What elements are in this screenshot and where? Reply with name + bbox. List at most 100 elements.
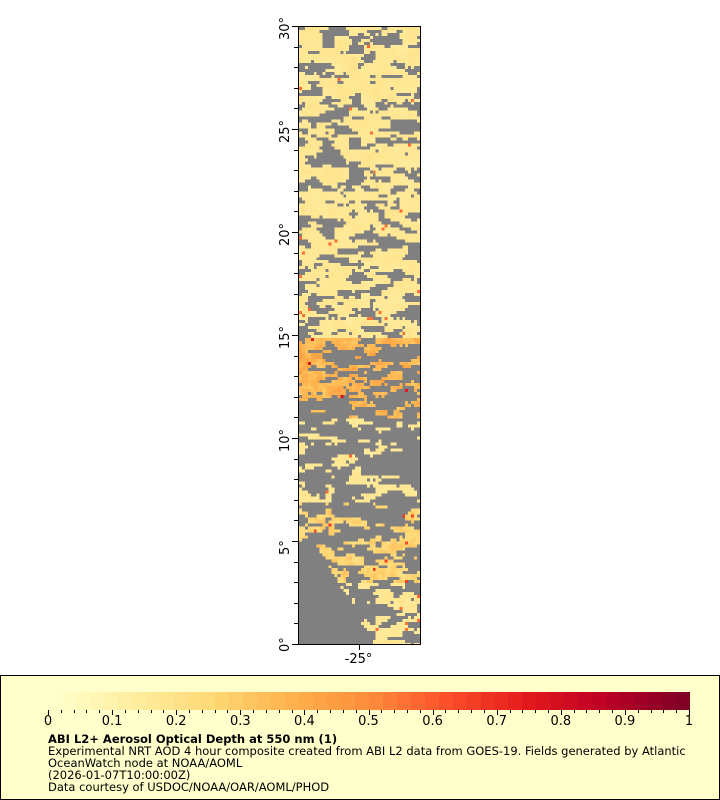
colorbar-tick — [535, 710, 537, 713]
colorbar-tick — [394, 710, 396, 713]
colorbar-swatch — [466, 692, 481, 710]
colorbar-swatch — [424, 692, 439, 710]
lat-tick — [294, 211, 298, 213]
colorbar-tick — [471, 710, 473, 713]
colorbar-tick — [278, 710, 280, 713]
colorbar-swatch — [117, 692, 132, 710]
colorbar-tick — [48, 710, 49, 715]
legend-description-2: OceanWatch node at NOAA/AOML — [48, 756, 243, 770]
colorbar-swatch — [382, 692, 397, 710]
colorbar-label: 0.5 — [358, 714, 379, 729]
lat-tick — [294, 561, 298, 563]
lat-tick — [292, 335, 298, 336]
colorbar-swatch — [257, 692, 272, 710]
colorbar-label: 0.7 — [486, 714, 508, 729]
lat-tick — [294, 149, 298, 151]
colorbar-swatch — [271, 692, 286, 710]
colorbar-tick — [240, 710, 242, 715]
colorbar-swatch — [661, 692, 676, 710]
colorbar-tick — [547, 710, 549, 713]
legend-title: ABI L2+ Aerosol Optical Depth at 550 nm … — [48, 732, 338, 746]
lat-tick — [294, 520, 298, 522]
legend-description: Experimental NRT AOD 4 hour composite cr… — [48, 744, 686, 758]
colorbar-swatch — [131, 692, 146, 710]
colorbar-label: 0.9 — [614, 714, 636, 729]
colorbar-swatch — [159, 692, 174, 710]
lat-tick — [292, 26, 298, 27]
colorbar-tick — [163, 710, 165, 713]
colorbar-tick — [112, 710, 114, 715]
colorbar-tick — [330, 710, 332, 713]
legend-panel: 0 0.1 0.2 0.3 0.4 0.5 0.6 0.7 0.8 0.9 1 ABI L2+ Ae… — [0, 675, 720, 800]
lat-label: 10° — [278, 428, 293, 452]
colorbar-tick — [291, 710, 293, 713]
colorbar-swatch — [634, 692, 648, 710]
colorbar-tick — [445, 710, 447, 713]
colorbar-tick — [73, 710, 75, 713]
lat-tick — [294, 417, 298, 419]
lat-tick — [294, 108, 298, 110]
colorbar-swatch — [285, 692, 300, 710]
colorbar-swatch — [75, 692, 90, 710]
colorbar-swatch — [299, 692, 314, 710]
lat-tick — [292, 438, 298, 439]
colorbar — [48, 692, 690, 710]
colorbar-swatch — [327, 692, 342, 710]
colorbar-swatch — [368, 692, 383, 710]
colorbar-swatch — [215, 692, 230, 710]
colorbar-tick — [496, 710, 498, 715]
colorbar-tick — [189, 710, 191, 713]
colorbar-tick — [201, 710, 203, 713]
lat-label: 20° — [278, 222, 293, 246]
lon-tick — [358, 645, 360, 650]
colorbar-tick — [612, 710, 614, 713]
colorbar-swatch — [536, 692, 551, 710]
lat-tick — [294, 46, 298, 48]
colorbar-tick — [676, 710, 678, 713]
colorbar-tick — [176, 710, 178, 715]
colorbar-swatch — [494, 692, 509, 710]
colorbar-tick — [573, 710, 575, 713]
lat-tick — [294, 623, 298, 625]
legend-time: (2026-01-07T10:00:00Z) — [48, 768, 191, 782]
lat-tick — [294, 190, 298, 192]
colorbar-label: 1 — [684, 714, 694, 729]
colorbar-tick — [650, 710, 652, 713]
colorbar-tick — [86, 710, 88, 713]
lat-tick — [294, 170, 298, 172]
lon-label: -25° — [344, 652, 373, 667]
colorbar-swatch — [229, 692, 244, 710]
lat-tick — [294, 499, 298, 501]
colorbar-swatch — [103, 692, 118, 710]
colorbar-tick — [522, 710, 524, 713]
colorbar-tick — [599, 710, 601, 713]
colorbar-tick — [137, 710, 139, 713]
colorbar-tick — [624, 710, 626, 715]
colorbar-tick — [483, 710, 485, 713]
colorbar-swatch — [354, 692, 369, 710]
colorbar-tick — [381, 710, 383, 713]
colorbar-tick — [419, 710, 421, 713]
colorbar-tick — [458, 710, 460, 713]
colorbar-tick — [355, 710, 357, 713]
colorbar-swatch — [145, 692, 160, 710]
lat-label: 15° — [278, 325, 293, 349]
lat-tick — [294, 396, 298, 398]
colorbar-tick — [342, 710, 344, 713]
colorbar-swatch — [438, 692, 453, 710]
colorbar-swatch — [313, 692, 328, 710]
colorbar-tick — [368, 710, 370, 715]
lat-label: 25° — [278, 119, 293, 143]
lat-label: 0° — [278, 637, 293, 652]
colorbar-tick — [227, 710, 229, 713]
colorbar-swatch — [647, 692, 662, 710]
colorbar-swatch — [592, 692, 607, 710]
colorbar-label: 0 — [43, 714, 53, 729]
colorbar-tick — [560, 710, 562, 715]
colorbar-label: 0.2 — [165, 714, 187, 729]
colorbar-swatch — [396, 692, 411, 710]
colorbar-swatch — [187, 692, 202, 710]
colorbar-swatch — [578, 692, 593, 710]
colorbar-swatch — [606, 692, 621, 710]
lat-tick — [294, 293, 298, 295]
